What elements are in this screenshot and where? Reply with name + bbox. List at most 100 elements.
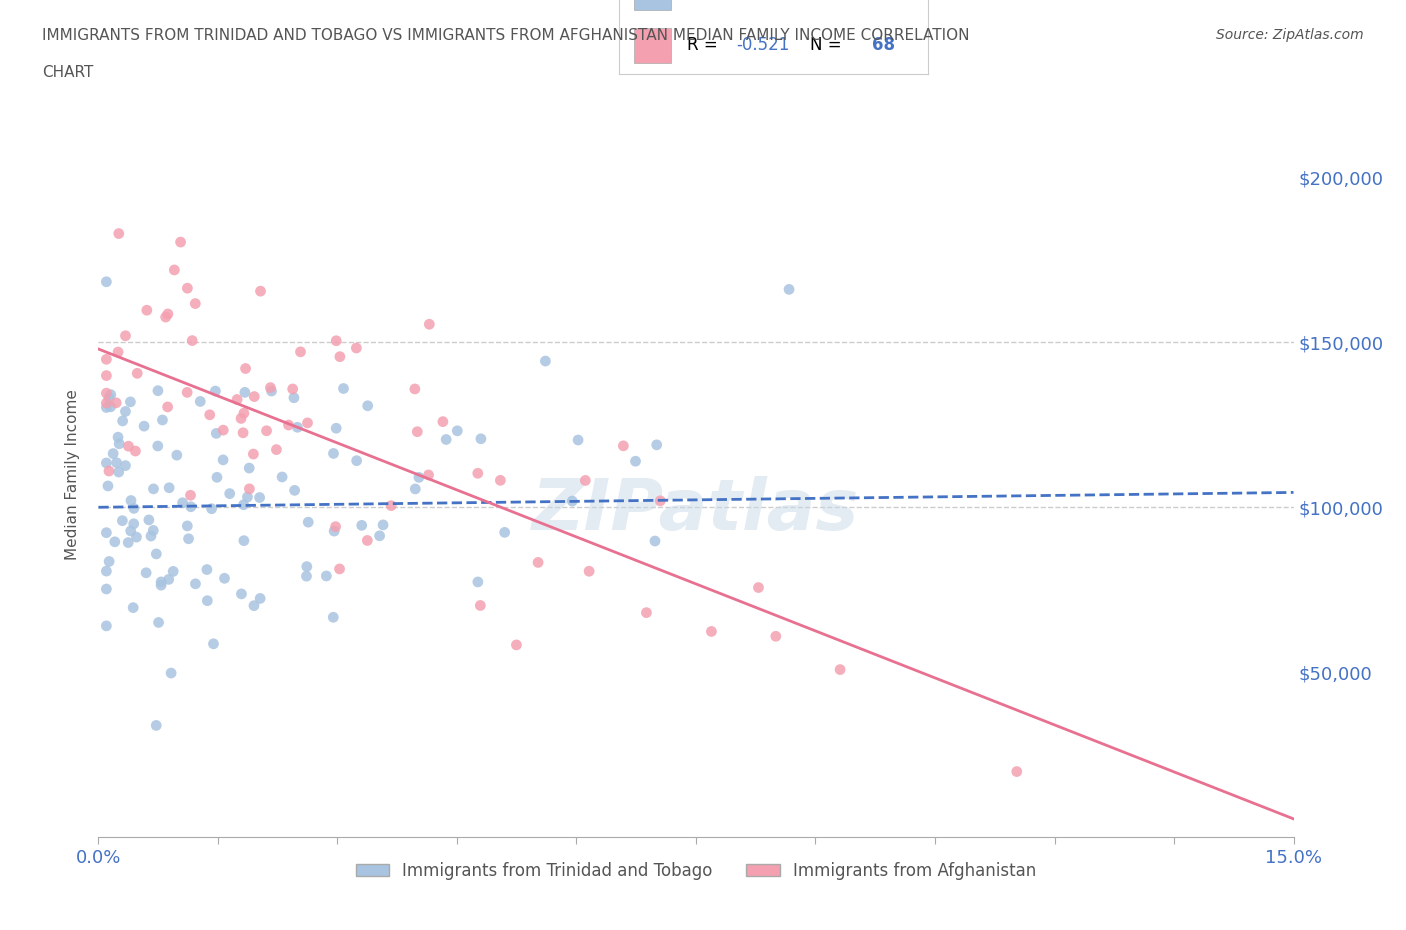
Point — [470, 432, 492, 446]
Point — [202, 636, 225, 651]
Point — [96, 386, 118, 401]
Point — [612, 438, 634, 453]
Point — [328, 562, 350, 577]
Point — [297, 416, 319, 431]
Point — [96, 581, 118, 596]
Point — [249, 284, 271, 299]
Point — [325, 333, 347, 348]
Point — [111, 513, 134, 528]
Point — [368, 528, 391, 543]
Point — [404, 482, 426, 497]
Point — [146, 439, 169, 454]
Point — [371, 517, 394, 532]
Point — [218, 486, 240, 501]
FancyBboxPatch shape — [634, 0, 671, 9]
Point — [100, 399, 122, 414]
Point — [120, 524, 142, 538]
Point — [176, 281, 198, 296]
Point — [259, 380, 281, 395]
Point — [166, 447, 188, 462]
Point — [96, 525, 118, 540]
Y-axis label: Median Family Income: Median Family Income — [65, 389, 80, 560]
Point — [418, 317, 440, 332]
Point — [142, 482, 165, 497]
Point — [226, 392, 249, 407]
Point — [180, 499, 202, 514]
Point — [290, 344, 312, 359]
Point — [380, 498, 402, 513]
Point — [527, 555, 550, 570]
Point — [146, 383, 169, 398]
Point — [494, 525, 516, 539]
Point — [157, 480, 180, 495]
Point — [284, 483, 307, 498]
Point — [212, 452, 235, 467]
Point — [283, 391, 305, 405]
Point — [96, 618, 118, 633]
Point — [1005, 764, 1028, 779]
Point — [235, 361, 257, 376]
Point — [184, 577, 207, 591]
Point — [135, 565, 157, 580]
Point — [97, 479, 120, 494]
Point — [214, 571, 236, 586]
Point — [295, 569, 318, 584]
Point — [281, 381, 304, 396]
Point — [117, 439, 139, 454]
Point — [232, 533, 254, 548]
Point — [418, 468, 440, 483]
Point — [236, 489, 259, 504]
Point — [145, 718, 167, 733]
Point — [96, 456, 118, 471]
Point — [100, 387, 122, 402]
Point — [467, 575, 489, 590]
Point — [150, 575, 173, 590]
Point — [645, 437, 668, 452]
Text: IMMIGRANTS FROM TRINIDAD AND TOBAGO VS IMMIGRANTS FROM AFGHANISTAN MEDIAN FAMILY: IMMIGRANTS FROM TRINIDAD AND TOBAGO VS I… — [42, 28, 970, 43]
Point — [148, 615, 170, 630]
Point — [329, 350, 352, 365]
Point — [297, 514, 319, 529]
Point — [127, 365, 149, 380]
Point — [249, 591, 271, 605]
Text: CHART: CHART — [42, 65, 94, 80]
Point — [195, 593, 218, 608]
Point — [406, 424, 429, 439]
Point — [96, 274, 118, 289]
Point — [156, 307, 179, 322]
Text: ZIPatlas: ZIPatlas — [533, 476, 859, 545]
Point — [408, 470, 430, 485]
Point — [238, 460, 260, 475]
Point — [325, 420, 347, 435]
Point — [315, 568, 337, 583]
Point — [505, 637, 527, 652]
Point — [323, 524, 346, 538]
Point — [271, 470, 294, 485]
Legend: Immigrants from Trinidad and Tobago, Immigrants from Afghanistan: Immigrants from Trinidad and Tobago, Imm… — [349, 856, 1043, 886]
Point — [578, 564, 600, 578]
Point — [249, 490, 271, 505]
Point — [132, 418, 155, 433]
Point — [96, 400, 118, 415]
Point — [231, 587, 253, 602]
Point — [232, 405, 254, 420]
Point — [470, 598, 492, 613]
Point — [107, 430, 129, 445]
Point — [195, 562, 218, 577]
Point — [644, 534, 666, 549]
Point — [98, 554, 121, 569]
Point — [97, 391, 120, 405]
Point — [205, 426, 228, 441]
Point — [152, 413, 174, 428]
Point — [125, 530, 148, 545]
Text: 68: 68 — [872, 36, 896, 54]
Point — [114, 328, 136, 343]
Point — [122, 600, 145, 615]
Point — [243, 598, 266, 613]
Point — [114, 404, 136, 418]
Point — [332, 381, 354, 396]
Point — [181, 333, 204, 348]
Point — [243, 389, 266, 404]
Point — [117, 535, 139, 550]
Point — [830, 662, 852, 677]
